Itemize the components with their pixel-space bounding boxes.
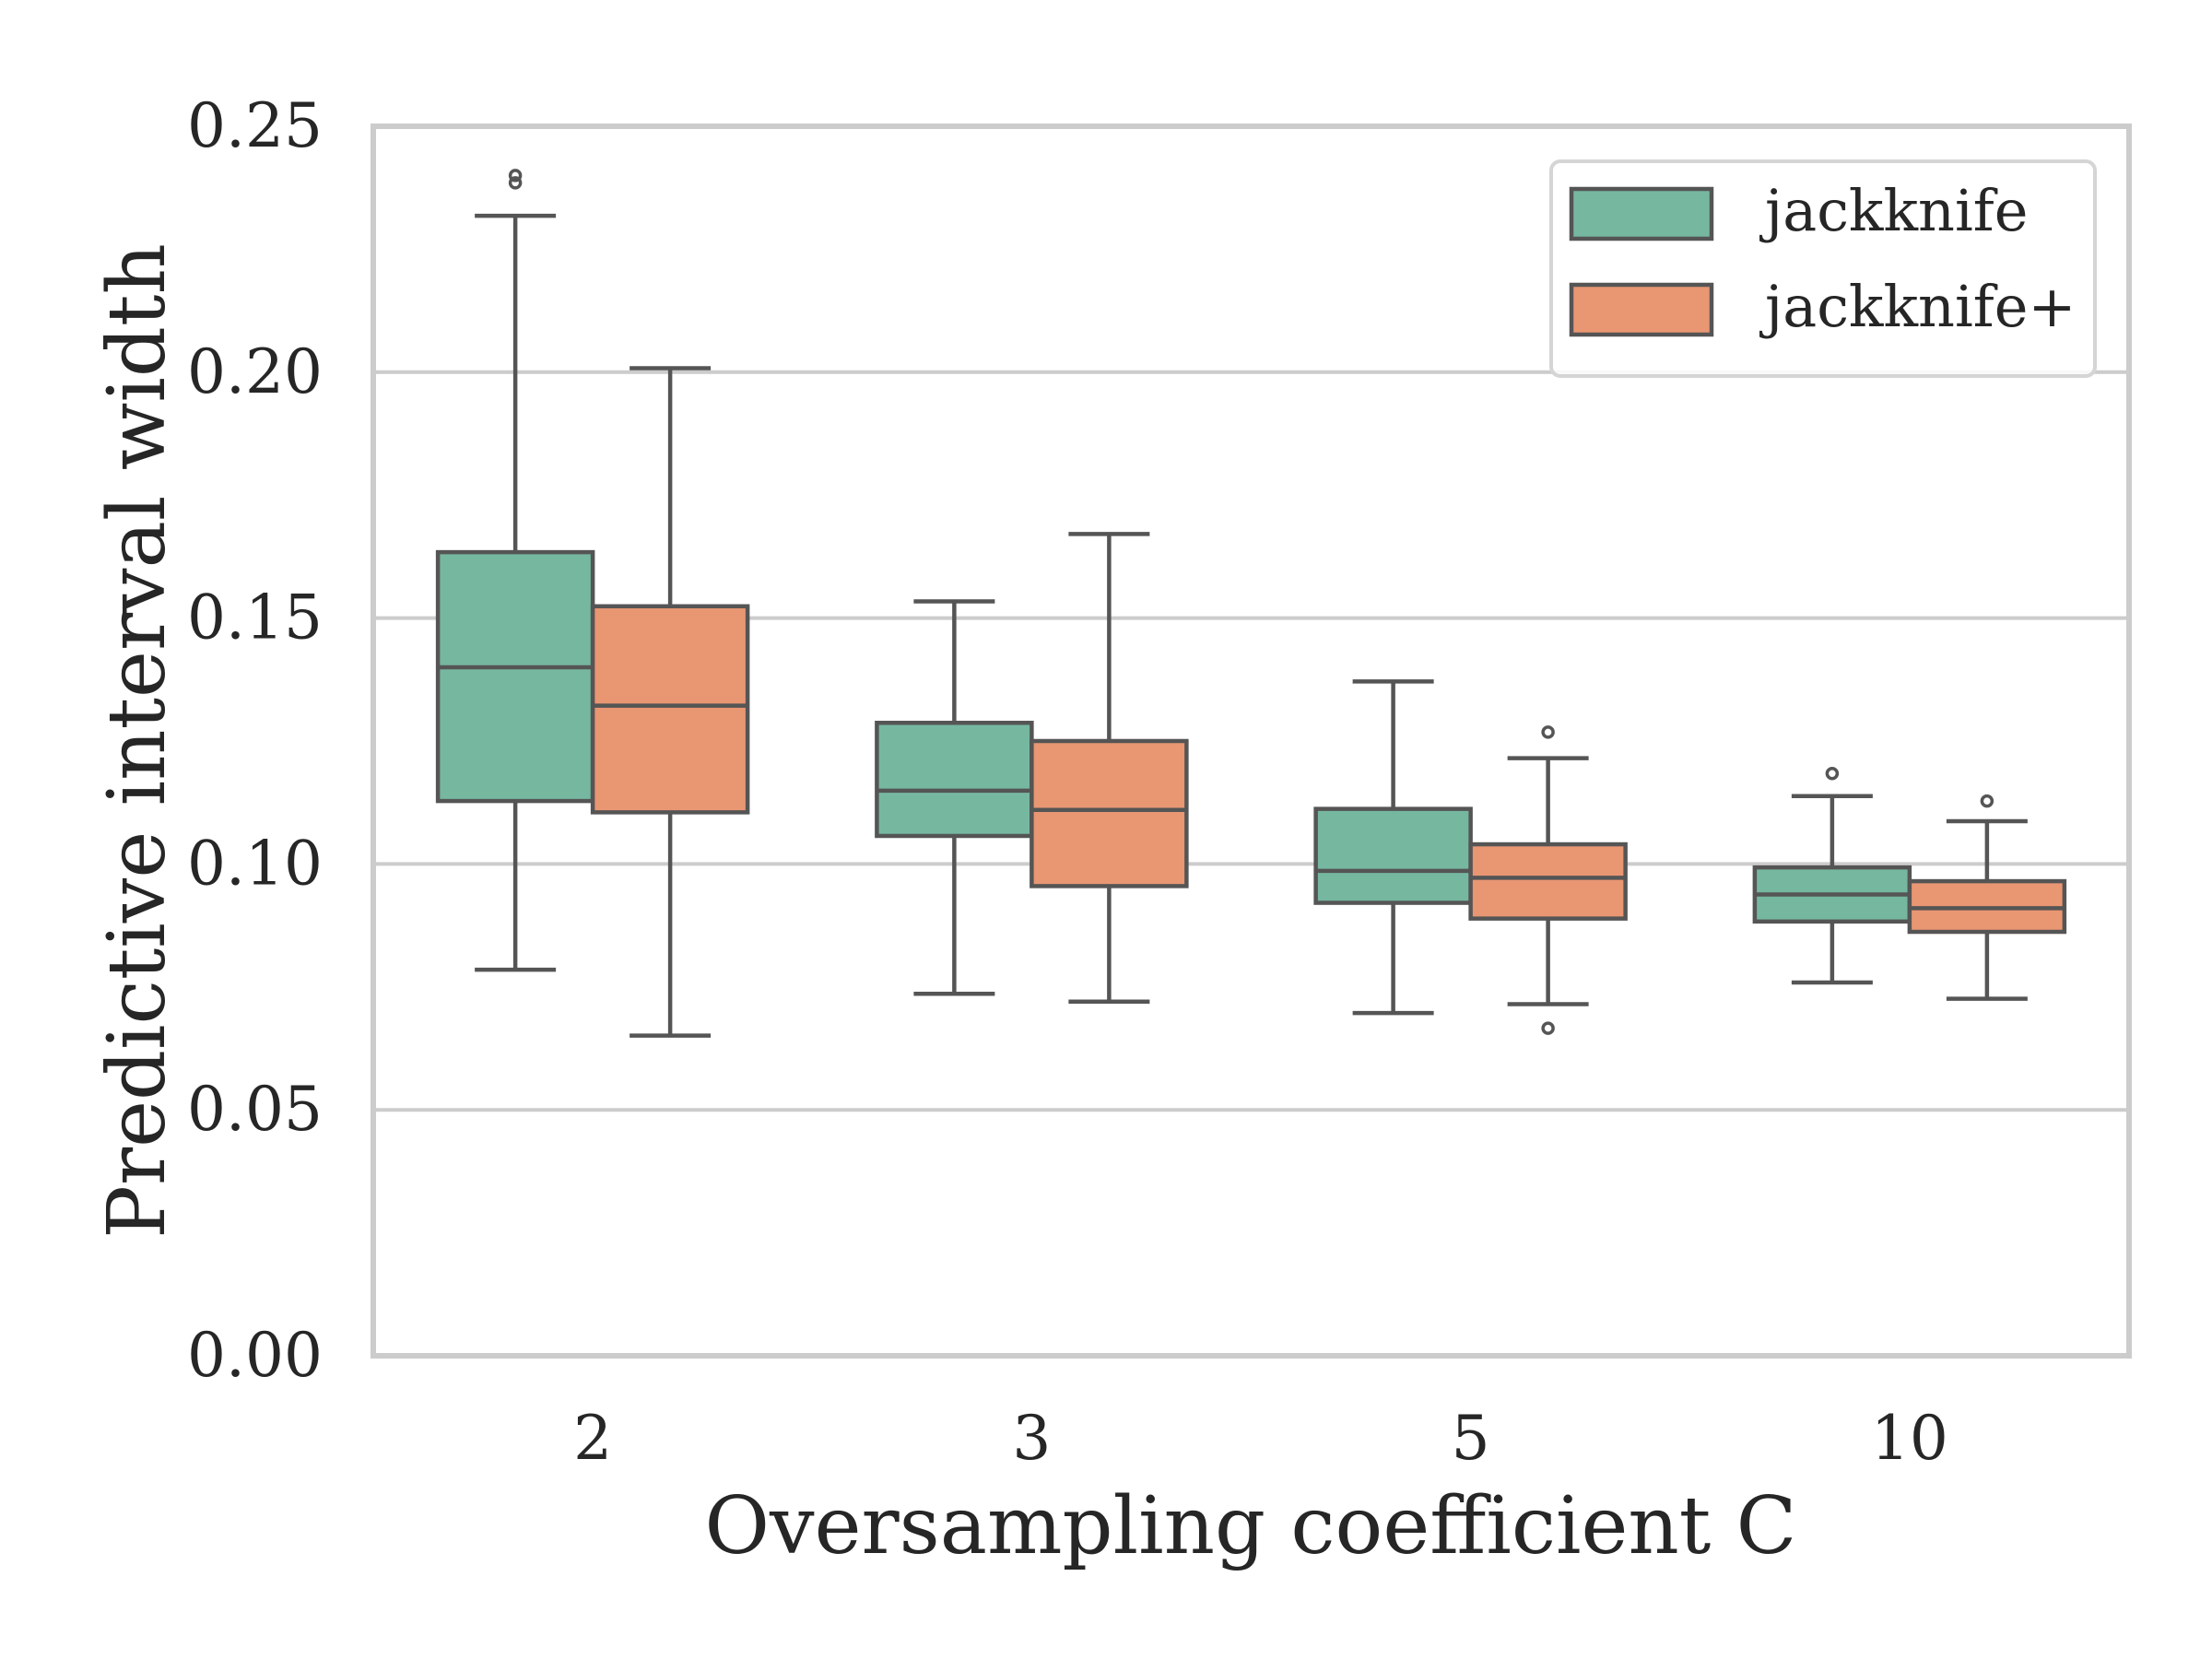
x-axis-label: Oversampling coefficient C [705, 1480, 1797, 1572]
y-tick-label: 0.10 [187, 828, 323, 899]
legend-swatch-jackknife+ [1569, 282, 1714, 337]
box-jackknife+-5 [1468, 725, 1628, 1035]
outlier-point [508, 169, 523, 182]
box-jackknife-5 [1313, 679, 1473, 1016]
box-iqr [1030, 738, 1189, 888]
box-series [435, 169, 2067, 1038]
x-tick-label: 3 [1012, 1403, 1051, 1474]
box-jackknife-3 [875, 599, 1034, 996]
box-jackknife+-2 [590, 366, 750, 1038]
box-iqr [875, 721, 1034, 839]
box-jackknife-2 [435, 169, 595, 972]
box-jackknife+-3 [1030, 532, 1189, 1005]
legend: jackknife jackknife+ [1549, 159, 2097, 378]
outlier-point [1825, 766, 1840, 781]
legend-swatch-jackknife [1569, 186, 1714, 241]
y-axis-ticks: 0.00 0.05 0.10 0.15 0.20 0.25 [187, 90, 323, 1391]
y-tick-label: 0.05 [187, 1074, 323, 1145]
x-tick-label: 5 [1452, 1403, 1490, 1474]
x-tick-label: 2 [573, 1403, 612, 1474]
box-jackknife+-10 [1907, 794, 2067, 1001]
box-iqr [1313, 806, 1473, 905]
x-tick-label: 10 [1871, 1403, 1948, 1474]
y-tick-label: 0.00 [187, 1320, 323, 1391]
legend-label-jackknife+: jackknife+ [1759, 273, 2076, 340]
box-iqr [590, 604, 750, 815]
y-axis-label: Predictive interval width [91, 243, 183, 1239]
plot-frame [371, 124, 2132, 1359]
legend-label-jackknife: jackknife [1759, 177, 2028, 244]
box-jackknife-10 [1752, 766, 1912, 985]
outlier-point [1541, 725, 1555, 739]
box-iqr [435, 549, 595, 804]
box-iqr [1468, 841, 1628, 921]
outlier-point [1980, 794, 1994, 808]
outlier-point [508, 176, 523, 190]
y-tick-label: 0.20 [187, 336, 323, 407]
x-axis-ticks: 2 3 5 10 [573, 1403, 1948, 1474]
outlier-point [1541, 1021, 1555, 1035]
y-tick-label: 0.15 [187, 582, 323, 653]
y-tick-label: 0.25 [187, 90, 323, 161]
